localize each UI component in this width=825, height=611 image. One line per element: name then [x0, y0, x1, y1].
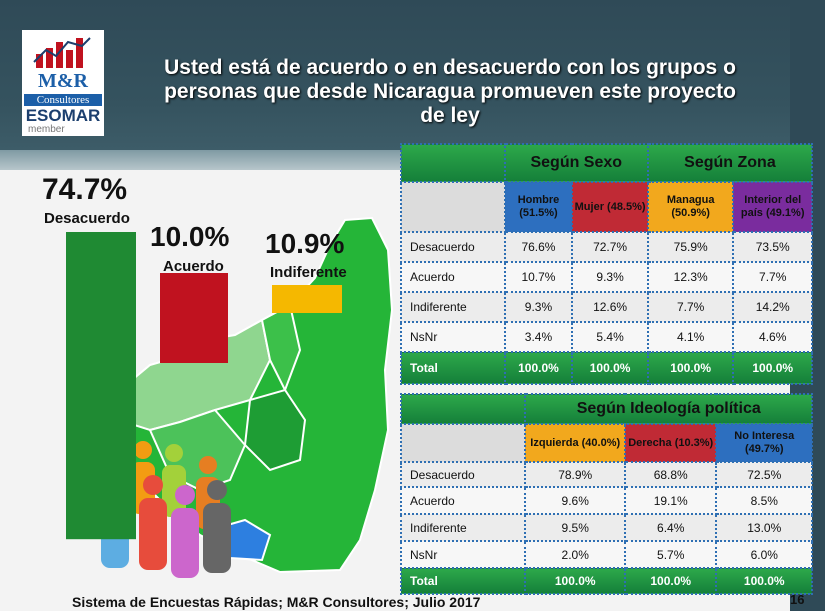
row-label: Total — [399, 567, 527, 595]
logo-consultores-text: Consultores — [24, 94, 102, 106]
table-cell: 8.5% — [715, 486, 813, 515]
table-cell: 13.0% — [715, 513, 813, 542]
header-blank-grey — [400, 181, 506, 233]
table-cell: 9.5% — [524, 513, 626, 542]
table-cell: 6.4% — [623, 513, 718, 542]
table-row: Acuerdo 10.7% 9.3% 12.3% 7.7% — [400, 261, 813, 293]
row-label: NsNr — [400, 321, 506, 353]
column-header-no-interesa: No Interesa (49.7%) — [715, 423, 813, 463]
bar-category-label-acuerdo: Acuerdo — [163, 258, 224, 275]
table-total-row: Total 100.0% 100.0% 100.0% 100.0% — [400, 351, 813, 385]
bar-indiferente — [272, 285, 342, 313]
bar-value-label-acuerdo: 10.0% — [150, 221, 230, 252]
logo-member-text: member — [28, 124, 65, 135]
bar-group — [66, 232, 342, 540]
row-label: Indiferente — [400, 291, 506, 323]
table-row: Desacuerdo 78.9% 68.8% 72.5% — [399, 461, 813, 488]
row-label: Desacuerdo — [400, 231, 506, 263]
row-label: Acuerdo — [400, 261, 506, 293]
table-cell: 6.0% — [715, 540, 813, 569]
table-cell: 78.9% — [524, 461, 626, 488]
table-cell: 2.0% — [524, 540, 626, 569]
table-cell: 100.0% — [646, 351, 735, 385]
column-header-mujer: Mujer (48.5%) — [571, 181, 649, 233]
bar-acuerdo — [160, 273, 228, 363]
table-row: Indiferente 9.5% 6.4% 13.0% — [399, 513, 813, 542]
table-cell: 9.3% — [571, 261, 649, 293]
table-cell: 12.6% — [571, 291, 649, 323]
group-header-ideologia: Según Ideología política — [524, 393, 813, 425]
table-ideologia: Según Ideología política Izquierda (40.0… — [399, 393, 813, 595]
table-row: Desacuerdo 76.6% 72.7% 75.9% 73.5% — [400, 231, 813, 263]
bar-value-label-indiferente: 10.9% — [265, 228, 345, 259]
table-cell: 100.0% — [715, 567, 813, 595]
table-cell: 10.7% — [503, 261, 574, 293]
logo-bars-icon — [33, 37, 91, 68]
table-cell: 5.7% — [623, 540, 718, 569]
row-label: NsNr — [399, 540, 527, 569]
table-cell: 72.5% — [715, 461, 813, 488]
bar-desacuerdo — [66, 232, 136, 540]
header-blank — [400, 143, 506, 183]
bar-category-label-indiferente: Indiferente — [270, 264, 347, 281]
bar-value-label-desacuerdo: 74.7% — [42, 173, 128, 206]
table-sexo-zona: Según Sexo Según Zona Hombre (51.5%) Muj… — [400, 143, 814, 385]
table-row: Indiferente 9.3% 12.6% 7.7% 14.2% — [400, 291, 813, 323]
row-label: Indiferente — [399, 513, 527, 542]
header-blank — [399, 393, 527, 425]
table-cell: 12.3% — [646, 261, 735, 293]
table-cell: 100.0% — [503, 351, 574, 385]
column-header-managua: Managua (50.9%) — [646, 181, 735, 233]
table-row: Acuerdo 9.6% 19.1% 8.5% — [399, 486, 813, 515]
logo-mr-text: M&R — [38, 70, 88, 92]
table-cell: 4.1% — [646, 321, 735, 353]
slide-title: Usted está de acuerdo o en desacuerdo co… — [164, 56, 736, 127]
map-and-bars-illustration — [66, 216, 394, 578]
group-header-zona: Según Zona — [646, 143, 814, 183]
table-cell: 100.0% — [524, 567, 626, 595]
table-cell: 9.6% — [524, 486, 626, 515]
table-row: NsNr 3.4% 5.4% 4.1% 4.6% — [400, 321, 813, 353]
table-cell: 9.3% — [503, 291, 574, 323]
table-cell: 7.7% — [646, 291, 735, 323]
table-cell: 100.0% — [571, 351, 649, 385]
table-cell: 3.4% — [503, 321, 574, 353]
logo-esomar-text: ESOMAR — [25, 106, 101, 125]
column-header-hombre: Hombre (51.5%) — [503, 181, 574, 233]
table-cell: 75.9% — [646, 231, 735, 263]
table-cell: 19.1% — [623, 486, 718, 515]
table-cell: 5.4% — [571, 321, 649, 353]
table-cell: 76.6% — [503, 231, 574, 263]
column-header-derecha: Derecha (10.3%) — [623, 423, 718, 463]
header-band — [0, 0, 825, 150]
table-cell: 14.2% — [732, 291, 813, 323]
table-row: NsNr 2.0% 5.7% 6.0% — [399, 540, 813, 569]
row-label: Total — [400, 351, 506, 385]
table-cell: 100.0% — [732, 351, 813, 385]
table-total-row: Total 100.0% 100.0% 100.0% — [399, 567, 813, 595]
group-header-sexo: Según Sexo — [503, 143, 649, 183]
row-label: Acuerdo — [399, 486, 527, 515]
table-cell: 73.5% — [732, 231, 813, 263]
footer-source: Sistema de Encuestas Rápidas; M&R Consul… — [72, 594, 481, 610]
table-cell: 72.7% — [571, 231, 649, 263]
table-cell: 4.6% — [732, 321, 813, 353]
bar-category-label-desacuerdo: Desacuerdo — [44, 210, 130, 227]
row-label: Desacuerdo — [399, 461, 527, 488]
table-cell: 7.7% — [732, 261, 813, 293]
column-header-interior: Interior del país (49.1%) — [732, 181, 813, 233]
header-blank-grey — [399, 423, 527, 463]
page-number: 16 — [790, 592, 805, 607]
company-logo: M&R Consultores ESOMAR member — [22, 30, 104, 136]
table-cell: 68.8% — [623, 461, 718, 488]
table-cell: 100.0% — [623, 567, 718, 595]
column-header-izquierda: Izquierda (40.0%) — [524, 423, 626, 463]
